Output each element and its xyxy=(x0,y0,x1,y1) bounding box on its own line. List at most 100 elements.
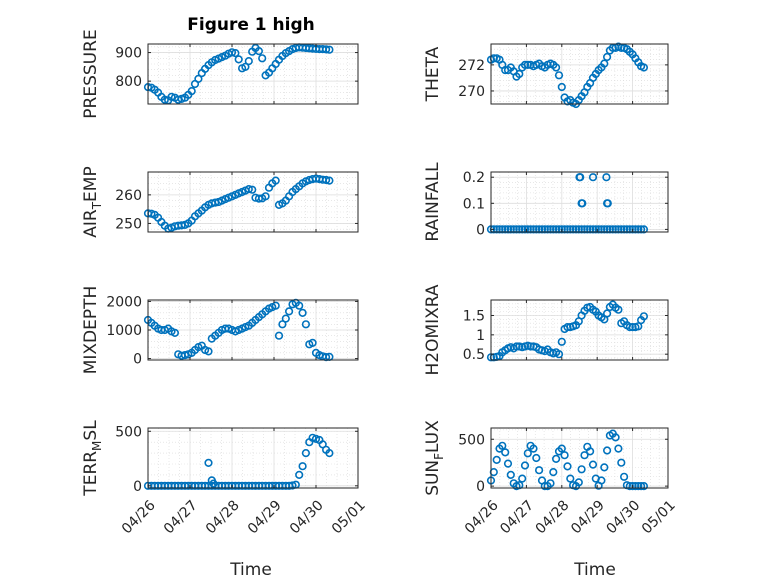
y-axis-label: AIRTEMP xyxy=(81,166,104,237)
data-point xyxy=(566,474,575,483)
data-point xyxy=(603,199,612,208)
data-point xyxy=(625,323,634,332)
data-point xyxy=(515,481,524,490)
data-point xyxy=(501,225,510,234)
y-tick-label: 1000 xyxy=(106,323,142,339)
data-point xyxy=(209,479,218,488)
data-point xyxy=(543,225,552,234)
data-point xyxy=(619,225,629,234)
data-point xyxy=(523,225,532,234)
y-tick-label: 1.5 xyxy=(463,308,485,324)
data-point xyxy=(271,176,280,185)
data-point xyxy=(532,453,541,463)
data-point xyxy=(546,479,555,488)
data-point xyxy=(248,185,257,194)
y-axis-label: PRESSURE xyxy=(81,29,101,118)
data-point xyxy=(288,481,297,490)
data-point xyxy=(611,433,620,442)
y-tick-label: 2000 xyxy=(106,294,142,310)
y-tick-label: 250 xyxy=(115,216,142,232)
data-point xyxy=(534,225,544,234)
data-point xyxy=(492,455,501,465)
y-tick-label: 260 xyxy=(115,188,142,204)
data-point xyxy=(540,225,549,234)
data-point xyxy=(518,474,527,483)
data-point xyxy=(234,55,243,64)
data-point xyxy=(322,175,331,185)
data-point xyxy=(636,225,646,234)
data-point xyxy=(639,312,649,321)
y-tick-label: 270 xyxy=(458,84,485,100)
data-point xyxy=(534,466,544,475)
data-point xyxy=(611,225,620,234)
y-tick-label: 0.2 xyxy=(463,170,485,186)
data-point xyxy=(639,63,649,72)
data-point xyxy=(551,454,561,464)
y-tick-label: 0 xyxy=(133,352,142,368)
data-point xyxy=(258,54,267,63)
data-point xyxy=(617,225,626,234)
data-point xyxy=(602,52,612,62)
data-point xyxy=(614,305,623,314)
data-point xyxy=(608,225,617,234)
data-point xyxy=(322,45,331,54)
y-tick-label: 0 xyxy=(133,479,142,495)
axes-rainfall: 0 0.1 0.2 RAINFALL xyxy=(423,162,669,242)
data-point xyxy=(194,74,203,83)
data-point xyxy=(557,337,566,346)
data-point xyxy=(594,225,603,234)
axes-h2omixra: 0.5 1 1.5 H2OMIXRA xyxy=(423,284,669,376)
x-axis-label-right: Time xyxy=(573,560,616,580)
y-axis-label: SUNFLUX xyxy=(423,420,446,496)
data-point xyxy=(563,462,572,471)
data-point xyxy=(568,225,578,234)
data-point xyxy=(187,86,196,96)
y-tick-label: 272 xyxy=(458,58,485,74)
data-point xyxy=(254,194,263,203)
data-point xyxy=(549,225,558,234)
x-axis-label-left: Time xyxy=(229,560,272,580)
data-point xyxy=(271,301,280,310)
data-point xyxy=(597,225,606,234)
y-axis-label: MIXDEPTH xyxy=(81,286,101,375)
data-point xyxy=(551,63,561,72)
y-tick-label: 500 xyxy=(458,432,485,448)
data-point xyxy=(600,59,609,68)
data-point xyxy=(254,46,263,56)
data-point xyxy=(588,173,598,182)
y-tick-label: 500 xyxy=(115,424,142,440)
data-point xyxy=(261,192,270,201)
data-point xyxy=(600,463,609,472)
axes-mixdepth: 0 1000 2000 MIXDEPTH xyxy=(81,286,359,375)
data-point xyxy=(325,176,334,185)
data-point xyxy=(602,173,611,182)
data-point xyxy=(204,458,213,468)
data-point xyxy=(241,62,250,72)
data-point xyxy=(509,225,518,234)
data-point xyxy=(295,470,304,480)
data-point xyxy=(602,446,612,455)
axes-pressure: 800 900 PRESSURE xyxy=(81,29,359,119)
data-point xyxy=(566,225,575,234)
data-point xyxy=(167,92,176,101)
data-point xyxy=(634,225,643,234)
data-point xyxy=(557,444,566,453)
data-point xyxy=(512,225,521,234)
data-point xyxy=(503,459,513,468)
data-point xyxy=(580,225,589,234)
y-tick-label: 1 xyxy=(476,328,485,344)
axes-frame xyxy=(147,427,359,489)
data-point xyxy=(231,48,240,58)
data-point xyxy=(557,225,566,234)
data-point xyxy=(506,225,515,234)
data-point xyxy=(563,225,572,234)
data-point xyxy=(281,314,290,323)
y-tick-label: 0.1 xyxy=(463,196,485,212)
data-point xyxy=(170,328,179,338)
data-point xyxy=(591,225,600,234)
data-point xyxy=(554,350,564,359)
data-point xyxy=(520,225,530,234)
data-point xyxy=(532,225,541,234)
y-axis-label: H2OMIXRA xyxy=(423,284,443,375)
